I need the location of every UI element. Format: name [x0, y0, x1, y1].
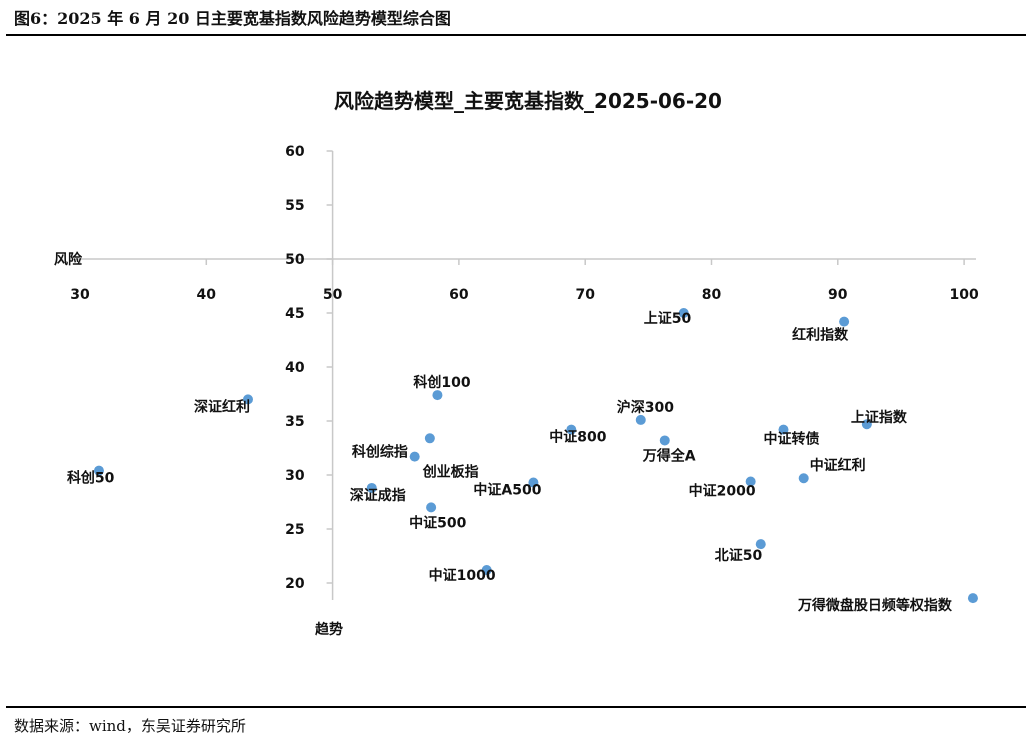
x-tick-label: 50 — [323, 287, 343, 303]
source-note: 数据来源：wind，东吴证券研究所 — [14, 717, 246, 735]
data-point — [635, 414, 646, 425]
data-point — [481, 565, 492, 576]
data-point — [745, 476, 756, 487]
data-point — [528, 477, 539, 488]
point-labels: 上证50红利指数深证红利科创100沪深300上证指数中证800 中证转债科创综指万… — [67, 311, 953, 614]
data-point — [755, 539, 766, 550]
x-tick-label: 80 — [702, 287, 722, 303]
y-tick-label: 40 — [285, 360, 305, 376]
data-point — [426, 502, 437, 513]
point-label: 中证红利 — [810, 457, 866, 474]
data-point — [678, 308, 689, 318]
data-point — [366, 482, 377, 493]
y-tick-label: 50 — [285, 252, 305, 268]
data-point — [409, 451, 420, 462]
y-tick-label: 20 — [285, 576, 305, 592]
point-label: 上证指数 — [851, 409, 908, 426]
x-axis-label: 风险 — [54, 251, 83, 268]
x-tick-label: 70 — [575, 287, 595, 303]
data-point — [778, 424, 789, 435]
y-tick-label: 60 — [285, 144, 305, 160]
point-label: 北证50 — [715, 548, 763, 564]
data-point — [659, 435, 670, 446]
point-label: 深证红利 — [194, 398, 250, 415]
point-label: 中证500 — [409, 514, 466, 531]
point-label: 中证1000 — [429, 567, 496, 584]
point-label: 万得微盘股日频等权指数 — [797, 597, 953, 614]
point-label: 科创50 — [67, 470, 115, 487]
point-label: 万得全A — [642, 447, 696, 464]
data-point — [566, 424, 577, 435]
chart-title: 风险趋势模型_主要宽基指数_2025-06-20 — [334, 89, 722, 113]
point-label: 科创综指 — [352, 443, 408, 460]
data-point — [861, 419, 872, 430]
data-points — [93, 308, 978, 604]
y-tick-label: 55 — [285, 198, 304, 214]
data-point — [242, 394, 253, 405]
point-label: 红利指数 — [792, 327, 849, 344]
point-label: 创业板指 — [422, 464, 479, 481]
y-tick-label: 25 — [285, 522, 304, 538]
data-point — [93, 465, 104, 476]
point-label: 中证800 — [549, 429, 606, 446]
point-label: 上证50 — [644, 311, 692, 327]
point-label: 深证成指 — [350, 487, 406, 504]
x-tick-label: 60 — [449, 287, 469, 303]
figure-title: 图6：2025 年 6 月 20 日主要宽基指数风险趋势模型综合图 — [14, 9, 451, 28]
data-point — [839, 316, 850, 327]
y-tick-label: 35 — [285, 414, 304, 430]
y-tick-label: 30 — [285, 468, 305, 484]
point-label: 中证2000 — [689, 482, 756, 499]
data-point — [432, 390, 443, 401]
y-tick-label: 45 — [285, 306, 304, 322]
data-point — [967, 593, 978, 604]
data-point — [424, 433, 435, 444]
point-label: 沪深300 — [617, 399, 674, 416]
x-tick-label: 30 — [70, 287, 90, 303]
top-rule — [6, 34, 1026, 36]
bottom-rule — [6, 706, 1026, 708]
data-point — [798, 473, 809, 484]
x-tick-label: 40 — [197, 287, 217, 303]
axes: 30 40 50 60 70 80 90 100 20 25 30 35 40 45 50 55 60 — [70, 144, 979, 600]
y-axis-label: 趋势 — [315, 621, 343, 638]
point-label: 中证A500 — [473, 482, 541, 499]
x-tick-label: 90 — [828, 287, 848, 303]
point-label: 中证转债 — [763, 431, 819, 448]
point-label: 科创100 — [413, 374, 470, 391]
x-tick-label: 100 — [949, 287, 978, 303]
